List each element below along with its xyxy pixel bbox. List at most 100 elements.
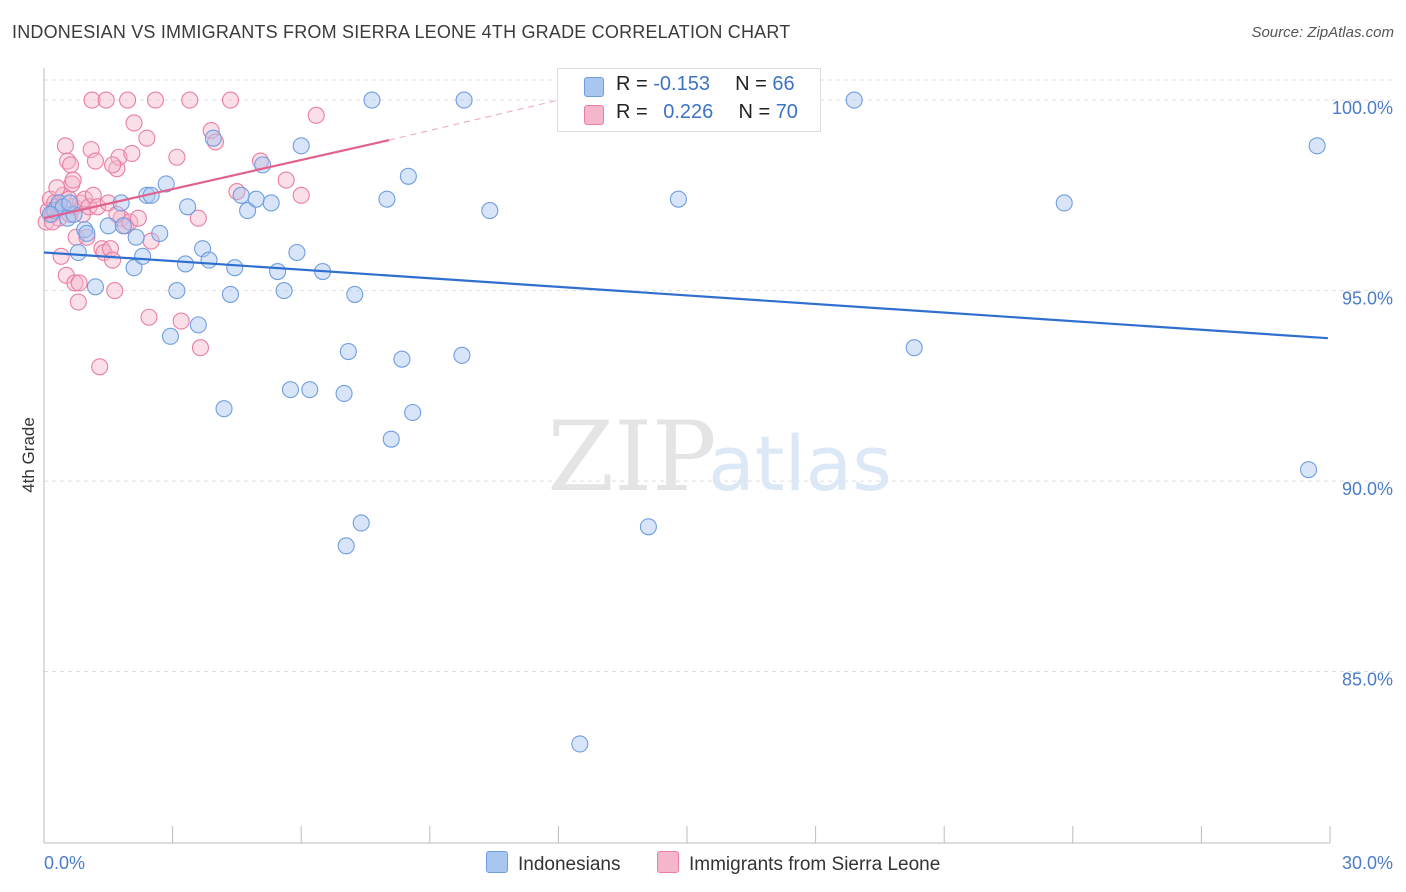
sierra-leone-point	[119, 91, 137, 109]
source-credit: Source: ZipAtlas.com	[1251, 24, 1394, 41]
legend-label: Indonesians	[518, 854, 621, 875]
indonesian-point	[301, 381, 319, 399]
indonesian-point	[69, 243, 87, 262]
sierra-leone-point	[62, 156, 80, 174]
indonesian-point	[352, 514, 370, 532]
sierra-leone-point	[140, 308, 158, 326]
sierra-leone-point	[70, 274, 88, 292]
legend-item-sierra-leone[interactable]: Immigrants from Sierra Leone	[657, 851, 940, 876]
y-tick-label: 90.0%	[1342, 479, 1393, 499]
y-tick-label: 100.0%	[1332, 98, 1393, 118]
indonesian-point	[337, 537, 355, 555]
axis-labels: 85.0% 90.0% 95.0% 100.0% 0.0% 30.0% 4th Grade	[19, 98, 1393, 873]
indonesian-point	[134, 247, 152, 265]
indonesian-point	[151, 224, 169, 242]
indonesians-trend-line	[43, 251, 1328, 340]
indonesian-point	[346, 285, 364, 303]
indonesian-point	[335, 384, 353, 402]
indonesian-point	[1300, 461, 1318, 479]
stats-legend: R = -0.153 N = 66 R = 0.226 N = 70	[557, 68, 821, 132]
sierra-leone-point	[146, 91, 165, 109]
indonesian-point	[288, 243, 306, 262]
sierra-leone-swatch	[584, 105, 604, 125]
indonesian-point	[61, 194, 79, 212]
trend-lines	[43, 99, 1328, 340]
indonesian-point	[200, 251, 218, 269]
r-label: R =	[616, 101, 654, 123]
indonesian-point	[453, 346, 471, 364]
legend-item-indonesians[interactable]: Indonesians	[486, 851, 620, 876]
indonesian-point	[99, 217, 117, 235]
indonesian-point	[905, 339, 923, 357]
indonesian-point	[114, 217, 132, 235]
r-value: -0.153	[653, 73, 710, 95]
sierra-leone-point	[221, 91, 240, 109]
indonesian-point	[455, 91, 473, 109]
indonesian-point	[339, 342, 357, 361]
sierra-leone-point	[123, 144, 141, 162]
indonesian-point	[399, 167, 417, 185]
indonesian-point	[275, 282, 293, 300]
indonesian-point	[639, 518, 657, 536]
sierra-leone-point	[64, 171, 82, 189]
sierra-leone-point	[91, 358, 109, 376]
indonesian-point	[292, 137, 310, 155]
sierra-leone-point	[66, 274, 84, 292]
sierra-leone-point	[69, 293, 87, 311]
indonesian-point	[232, 186, 250, 204]
indonesian-point	[1055, 194, 1073, 212]
series-legend: Indonesians Immigrants from Sierra Leone	[0, 851, 1406, 879]
indonesian-point	[269, 262, 287, 281]
indonesian-point	[669, 190, 687, 208]
sierra-leone-point	[106, 282, 124, 300]
sierra-leone-point	[104, 251, 122, 269]
indonesian-point	[125, 259, 143, 277]
indonesian-point	[215, 400, 233, 418]
indonesians-swatch	[486, 851, 508, 873]
indonesian-point	[571, 735, 589, 753]
sierra-leone-point	[138, 129, 156, 147]
axes	[43, 68, 1331, 844]
n-value: 70	[775, 101, 798, 123]
r-label: R =	[616, 73, 654, 95]
y-axis-label: 4th Grade	[19, 417, 38, 493]
watermark-atlas: atlas	[708, 419, 892, 508]
indonesians-swatch	[584, 77, 604, 97]
sierra-leone-point	[52, 247, 70, 265]
n-label: N =	[735, 73, 773, 95]
sierra-leone-point	[129, 209, 147, 227]
grid-lines	[44, 79, 1395, 673]
indonesian-point	[404, 403, 422, 422]
indonesian-point	[262, 194, 280, 212]
sierra-leone-point	[292, 186, 310, 204]
indonesian-point	[86, 278, 104, 296]
chart-title: INDONESIAN VS IMMIGRANTS FROM SIERRA LEO…	[12, 22, 791, 42]
sierra-leone-point	[189, 209, 207, 227]
x-tick-label: 0.0%	[44, 853, 85, 873]
indonesian-point	[281, 381, 300, 399]
sierra-leone-trend-line	[43, 139, 390, 220]
indonesian-point	[382, 430, 400, 448]
indonesian-point	[176, 255, 195, 273]
sierra-leone-point	[307, 106, 325, 124]
indonesian-point	[239, 202, 257, 220]
n-value: 66	[772, 73, 795, 95]
indonesian-point	[393, 350, 411, 368]
sierra-leone-point	[172, 312, 190, 330]
indonesian-point	[204, 129, 222, 147]
indonesian-point	[78, 224, 96, 242]
watermark: ZIP atlas	[547, 401, 891, 513]
sierra-leone-point	[56, 137, 74, 155]
indonesian-point	[226, 259, 244, 277]
indonesian-point	[378, 190, 396, 208]
y-tick-label: 95.0%	[1342, 289, 1393, 309]
r-value: 0.226	[663, 101, 714, 123]
sierra-leone-point	[168, 148, 186, 166]
indonesian-point	[1308, 137, 1326, 155]
sierra-leone-point	[277, 171, 295, 189]
x-tick-label: 30.0%	[1342, 853, 1393, 873]
indonesian-point	[221, 285, 240, 303]
sierra-leone-point	[86, 152, 104, 170]
y-tick-label: 85.0%	[1342, 670, 1393, 690]
